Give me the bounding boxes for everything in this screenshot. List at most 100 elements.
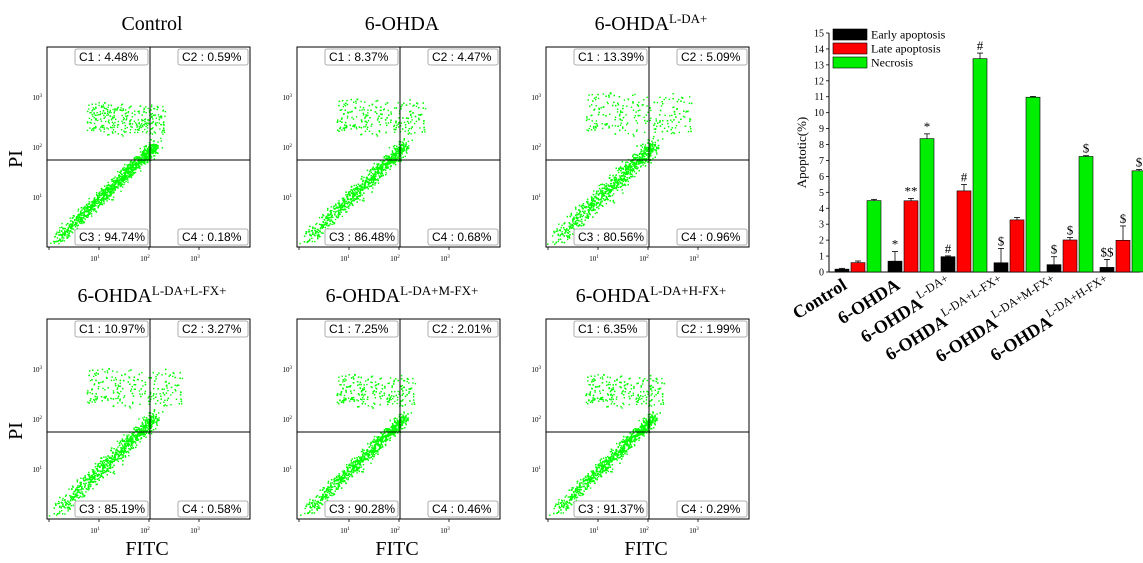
bar bbox=[866, 200, 882, 273]
quadrant-value: C1 : 7.25% bbox=[329, 322, 389, 336]
quadrant-label: C4 : 0.68% bbox=[427, 228, 499, 246]
x-axis-label: FITC bbox=[375, 538, 418, 560]
y-tick-label: 102 bbox=[532, 144, 542, 152]
scatter-dots bbox=[50, 102, 167, 245]
y-tick-label: 102 bbox=[283, 144, 293, 152]
quadrant-label: C4 : 0.96% bbox=[676, 228, 748, 246]
y-tick-label: 5 bbox=[819, 188, 824, 199]
x-tick-label: 103 bbox=[440, 527, 450, 535]
quadrant-label: C3 : 80.56% bbox=[573, 228, 648, 246]
significance-mark: * bbox=[892, 237, 899, 252]
legend-swatch bbox=[832, 42, 868, 55]
y-tick-label: 103 bbox=[283, 94, 293, 102]
flow-cytometry-panels: Control C1 : 4.48% C2 : 0.59% C3 : 94.74% C4… bbox=[5, 11, 750, 560]
scatter-dots bbox=[300, 374, 417, 516]
bar bbox=[834, 268, 850, 273]
quadrant-value: C2 : 4.47% bbox=[432, 50, 492, 64]
y-tick-label: 3 bbox=[819, 220, 824, 231]
x-tick-label: 101 bbox=[589, 527, 599, 535]
y-axis-label: PI bbox=[5, 422, 27, 440]
quadrant-label: C2 : 0.59% bbox=[177, 48, 249, 66]
y-tick-label: 7 bbox=[819, 156, 824, 167]
y-tick-label: 103 bbox=[283, 366, 293, 374]
quadrant-value: C2 : 2.01% bbox=[432, 322, 492, 336]
y-tick-label: 103 bbox=[532, 94, 542, 102]
x-tick-label: 103 bbox=[190, 527, 200, 535]
y-tick-label: 9 bbox=[819, 124, 824, 135]
x-tick-label: 101 bbox=[589, 255, 599, 263]
flow-panel: 6-OHDA C1 : 8.37% C2 : 4.47% C3 : 86.48% C4 … bbox=[283, 13, 501, 263]
significance-mark: $ bbox=[998, 233, 1005, 248]
quadrant-value: C3 : 80.56% bbox=[578, 230, 644, 244]
y-tick-label: 101 bbox=[283, 466, 293, 474]
bar bbox=[972, 58, 988, 273]
x-tick-label: 101 bbox=[90, 255, 100, 263]
quadrant-label: C4 : 0.18% bbox=[177, 228, 249, 246]
y-tick-label: 15 bbox=[814, 29, 824, 40]
legend-label: Early apoptosis bbox=[871, 28, 946, 42]
significance-mark: $ bbox=[1136, 155, 1143, 170]
y-axis-label: PI bbox=[5, 150, 27, 168]
plot-frame bbox=[296, 318, 501, 520]
quadrant-label: C1 : 13.39% bbox=[573, 48, 648, 66]
y-tick-label: 0 bbox=[819, 268, 824, 279]
y-tick-label: 14 bbox=[814, 44, 824, 55]
x-tick-label: 102 bbox=[140, 527, 150, 535]
y-tick-label: 2 bbox=[819, 236, 824, 247]
y-tick-label: 101 bbox=[532, 194, 542, 202]
quadrant-value: C3 : 94.74% bbox=[79, 230, 145, 244]
x-tick-label: 102 bbox=[390, 255, 400, 263]
quadrant-value: C3 : 86.48% bbox=[329, 230, 395, 244]
quadrant-label: C1 : 8.37% bbox=[324, 48, 399, 66]
quadrant-label: C2 : 2.01% bbox=[427, 320, 499, 338]
significance-mark: $ bbox=[1067, 223, 1074, 238]
y-tick-label: 4 bbox=[819, 204, 824, 215]
x-tick-label: 101 bbox=[340, 527, 350, 535]
y-tick-label: 6 bbox=[819, 172, 824, 183]
significance-mark: # bbox=[977, 38, 984, 53]
quadrant-value: C2 : 5.09% bbox=[681, 50, 741, 64]
y-tick-label: 101 bbox=[532, 466, 542, 474]
legend-label: Necrosis bbox=[871, 56, 913, 70]
quadrant-label: C3 : 94.74% bbox=[74, 228, 149, 246]
x-tick-label: 103 bbox=[440, 255, 450, 263]
legend-swatch bbox=[832, 56, 868, 69]
quadrant-label: C3 : 91.37% bbox=[573, 500, 648, 518]
x-axis-label: FITC bbox=[624, 538, 667, 560]
bar bbox=[1062, 239, 1078, 273]
quadrant-label: C3 : 86.48% bbox=[324, 228, 399, 246]
x-tick-label: 101 bbox=[90, 527, 100, 535]
flow-panel-title: 6-OHDAL-DA+H-FX+ bbox=[576, 283, 726, 307]
plot-frame bbox=[545, 46, 750, 248]
quadrant-label: C2 : 4.47% bbox=[427, 48, 499, 66]
y-tick-label: 101 bbox=[283, 194, 293, 202]
quadrant-label: C2 : 3.27% bbox=[177, 320, 249, 338]
x-tick-label: 102 bbox=[639, 255, 649, 263]
quadrant-label: C1 : 10.97% bbox=[74, 320, 149, 338]
quadrant-label: C2 : 5.09% bbox=[676, 48, 748, 66]
x-tick-label: 102 bbox=[140, 255, 150, 263]
quadrant-label: C1 : 6.35% bbox=[573, 320, 648, 338]
bar bbox=[850, 262, 866, 273]
y-tick-label: 103 bbox=[532, 366, 542, 374]
y-tick-label: 13 bbox=[814, 60, 824, 71]
flow-panel-title: 6-OHDAL-DA+L-FX+ bbox=[77, 283, 226, 307]
y-axis-label: Apoptotic(%) bbox=[794, 117, 809, 188]
quadrant-label: C4 : 0.46% bbox=[427, 500, 499, 518]
y-tick-label: 102 bbox=[33, 144, 43, 152]
x-tick-label: 102 bbox=[639, 527, 649, 535]
significance-mark: $ bbox=[1051, 242, 1058, 257]
legend-label: Late apoptosis bbox=[871, 42, 941, 56]
bar bbox=[903, 200, 919, 273]
y-tick-label: 11 bbox=[814, 92, 824, 103]
y-tick-label: 101 bbox=[33, 466, 43, 474]
significance-mark: $$ bbox=[1101, 244, 1115, 259]
scatter-dots bbox=[547, 92, 693, 245]
quadrant-value: C1 : 4.48% bbox=[79, 50, 139, 64]
bar bbox=[887, 260, 903, 273]
bar bbox=[940, 256, 956, 273]
quadrant-label: C3 : 85.19% bbox=[74, 500, 149, 518]
quadrant-value: C2 : 3.27% bbox=[182, 322, 242, 336]
